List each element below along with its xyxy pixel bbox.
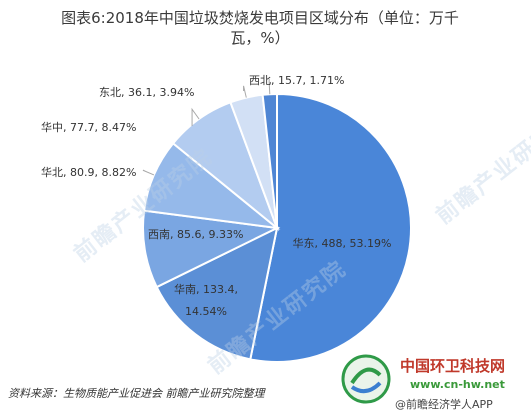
data-label: 西北, 15.7, 1.71% — [249, 74, 344, 87]
pie-slice-华南 — [155, 226, 279, 361]
brand-name: 中国环卫科技网 — [400, 357, 506, 375]
leader-line — [268, 79, 271, 95]
chart-title: 图表6:2018年中国垃圾焚烧发电项目区域分布（单位：万千 瓦，%） — [10, 8, 510, 48]
pie-slice-华东 — [249, 92, 412, 363]
data-label: 东北, 36.1, 3.94% — [99, 86, 194, 99]
leader-line — [142, 169, 155, 176]
data-label: 华中, 77.7, 8.47% — [41, 120, 136, 134]
pie-slice-西南 — [142, 209, 281, 289]
brand-logo-icon — [341, 354, 391, 404]
data-label: 西南, 85.6, 9.33% — [148, 228, 243, 241]
brand-app: @前瞻经济学人APP — [395, 398, 493, 411]
leader-line — [191, 107, 200, 126]
brand-url[interactable]: www.cn-hw.net — [410, 378, 505, 391]
data-label: 华东, 488, 53.19% — [293, 236, 392, 250]
chart-title-line2: 瓦，%） — [230, 29, 290, 47]
data-label: 华南, 133.4, 14.54% — [174, 282, 238, 318]
chart-title-line1: 图表6:2018年中国垃圾焚烧发电项目区域分布（单位：万千 — [61, 9, 459, 27]
leader-line — [243, 85, 247, 98]
source-note: 资料来源：生物质能产业促进会 前瞻产业研究院整理 — [8, 387, 265, 400]
data-label: 华北, 80.9, 8.82% — [41, 165, 136, 179]
